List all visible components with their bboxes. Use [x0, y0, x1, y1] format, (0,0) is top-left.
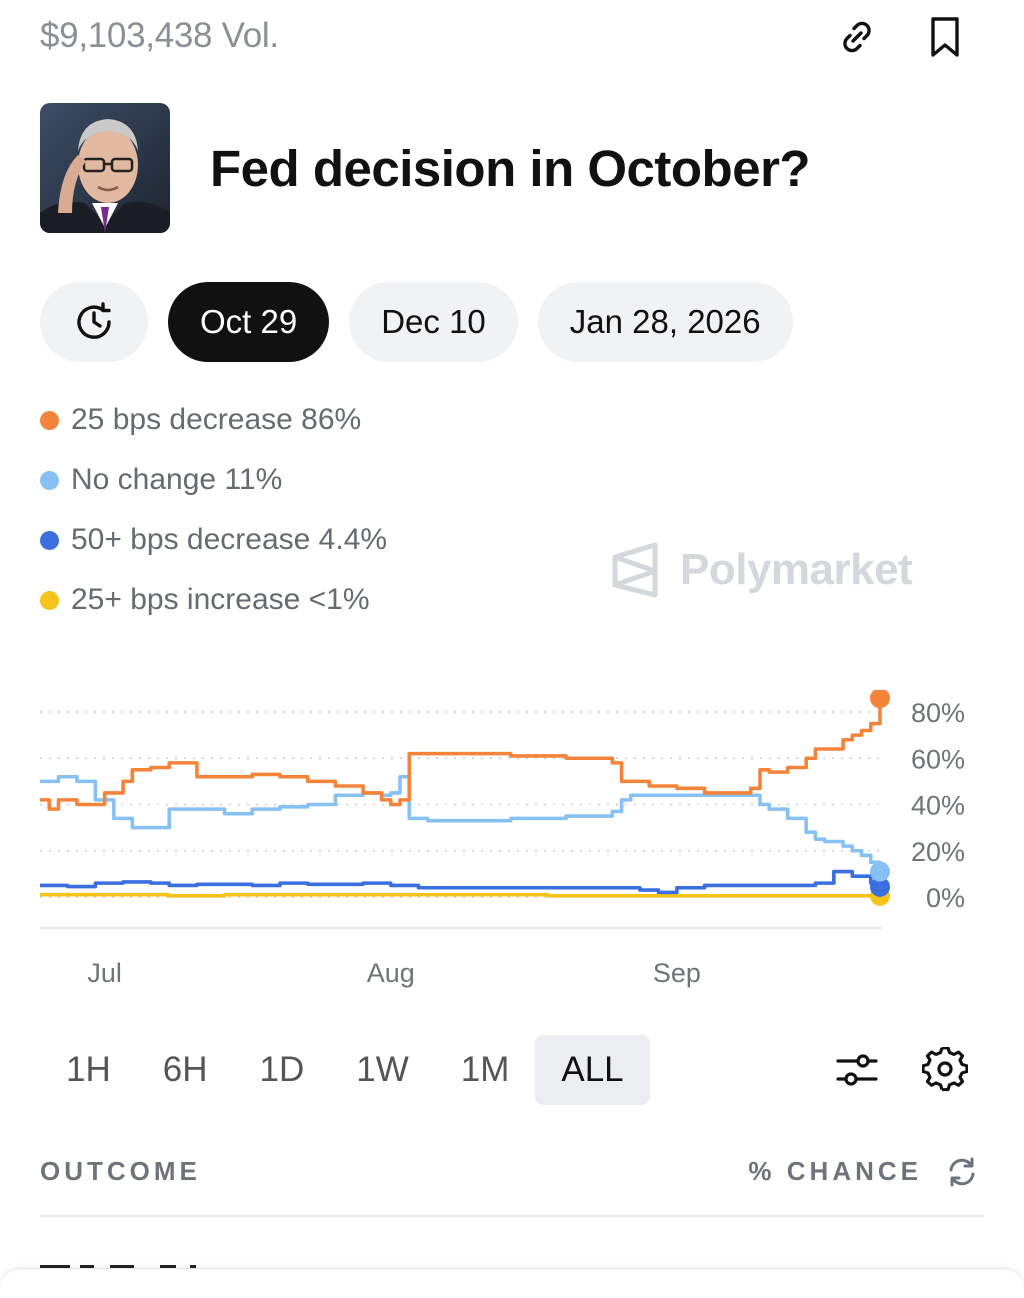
history-button[interactable] — [40, 282, 148, 362]
watermark-text: Polymarket — [680, 545, 913, 594]
outcome-column-header: OUTCOME — [40, 1156, 201, 1186]
legend-item: No change 11% — [40, 450, 387, 510]
range-tab-1h[interactable]: 1H — [66, 1050, 111, 1089]
price-history-chart[interactable]: 80% 60% 40% 20% 0% Jul Aug Sep — [0, 690, 1024, 1010]
y-tick-label: 20% — [911, 837, 965, 867]
outcome-table-header: OUTCOME % CHANCE — [40, 1150, 984, 1194]
series-endpoint — [870, 876, 890, 897]
legend-label: 50+ bps decrease 4.4% — [71, 523, 388, 556]
bookmark-button[interactable] — [920, 12, 970, 62]
range-tab-all[interactable]: ALL — [535, 1035, 650, 1105]
range-tab-1m[interactable]: 1M — [460, 1050, 510, 1089]
legend-item: 25 bps decrease 86% — [40, 390, 387, 450]
history-icon — [77, 302, 111, 339]
date-tab-oct-29[interactable]: Oct 29 — [168, 282, 330, 362]
market-avatar — [40, 103, 170, 233]
legend-item: 25+ bps increase <1% — [40, 570, 387, 630]
link-icon — [843, 21, 871, 53]
legend-dot — [40, 530, 59, 550]
legend-item: 50+ bps decrease 4.4% — [40, 510, 387, 570]
series-line-25-bps-decrease — [40, 698, 882, 811]
range-tab-1w[interactable]: 1W — [356, 1050, 409, 1089]
legend-dot — [40, 590, 59, 610]
copy-link-button[interactable] — [832, 12, 882, 62]
series-line-25-bps-increase — [40, 892, 880, 898]
chance-column-header: % CHANCE — [748, 1156, 922, 1186]
refresh-button[interactable] — [940, 1150, 984, 1194]
chart-settings-button[interactable] — [920, 1045, 970, 1095]
gear-icon — [922, 1047, 968, 1092]
market-header: Fed decision in October? — [40, 103, 984, 233]
top-bar: $9,103,438 Vol. — [40, 12, 984, 62]
y-tick-label: 0% — [926, 883, 965, 913]
series-endpoint — [870, 861, 890, 882]
y-tick-label: 40% — [911, 791, 965, 821]
date-tabs: Oct 29 Dec 10 Jan 28, 2026 — [40, 282, 793, 362]
sliders-icon — [836, 1054, 878, 1086]
series-line-50-bps-decrease — [40, 869, 882, 895]
polymarket-watermark: Polymarket — [610, 540, 913, 600]
polymarket-logo-icon — [612, 542, 658, 598]
legend-dot — [40, 410, 59, 430]
bottom-sheet — [0, 1268, 1024, 1298]
bookmark-icon — [931, 17, 959, 57]
divider — [40, 1215, 984, 1217]
refresh-icon — [949, 1157, 975, 1187]
x-tick-label: Jul — [87, 958, 122, 988]
chart-filter-button[interactable] — [832, 1045, 882, 1095]
y-tick-label: 60% — [911, 744, 965, 774]
legend-label: 25+ bps increase <1% — [71, 583, 370, 616]
y-tick-label: 80% — [911, 698, 965, 728]
range-tab-6h[interactable]: 6H — [162, 1050, 208, 1089]
time-range-tabs: 1H 6H 1D 1W 1M ALL — [40, 1035, 650, 1105]
series-line-no-change — [40, 774, 882, 872]
date-tab-jan-28-2026[interactable]: Jan 28, 2026 — [537, 282, 793, 362]
range-tab-1d[interactable]: 1D — [259, 1050, 305, 1089]
legend-dot — [40, 470, 59, 490]
next-row-peek — [40, 1255, 240, 1269]
legend-label: 25 bps decrease 86% — [71, 403, 362, 436]
x-tick-label: Aug — [367, 958, 415, 988]
series-endpoint — [870, 690, 890, 709]
x-tick-label: Sep — [653, 958, 701, 988]
legend-label: No change 11% — [71, 463, 283, 496]
market-volume: $9,103,438 Vol. — [40, 16, 279, 55]
market-title: Fed decision in October? — [210, 140, 811, 197]
date-tab-dec-10[interactable]: Dec 10 — [349, 282, 518, 362]
chart-legend: 25 bps decrease 86% No change 11% 50+ bp… — [40, 390, 387, 630]
